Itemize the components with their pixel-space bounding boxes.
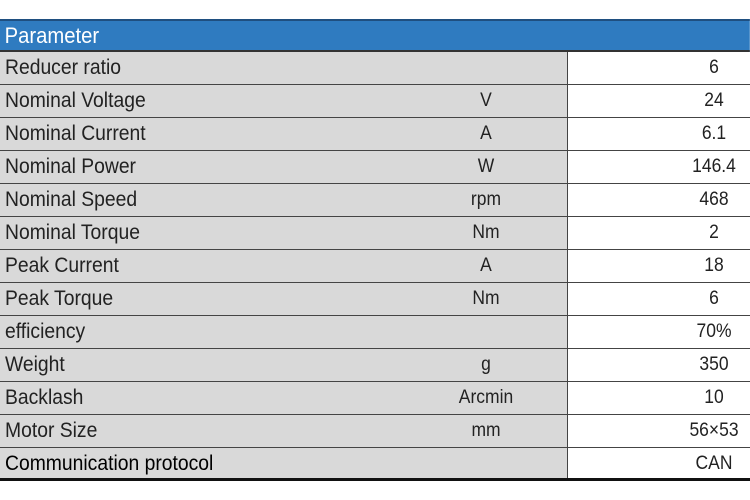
parameter-cell: Peak Torque Nm	[0, 283, 568, 315]
table-row: Nominal Speed rpm 468	[0, 184, 750, 217]
table-row: Nominal Power W 146.4	[0, 151, 750, 184]
parameter-value: 24	[704, 90, 724, 111]
value-cell: CAN	[568, 448, 750, 478]
parameter-cell: Backlash Arcmin	[0, 382, 568, 414]
value-cell: 146.4	[568, 151, 750, 183]
table-row: Motor Size mm 56×53	[0, 415, 750, 448]
parameter-unit: W	[477, 156, 495, 177]
table-row: Nominal Current A 6.1	[0, 118, 750, 151]
parameter-value: 18	[704, 255, 724, 276]
value-cell: 6	[568, 52, 750, 84]
parameter-unit: mm	[471, 420, 501, 441]
table-header: Parameter	[0, 19, 750, 52]
parameter-unit: rpm	[470, 189, 502, 210]
parameter-name: Communication protocol	[5, 452, 214, 475]
parameter-value: CAN	[695, 453, 733, 474]
table-row: Weight g 350	[0, 349, 750, 382]
table-row: Reducer ratio 6	[0, 52, 750, 85]
parameter-cell: Nominal Current A	[0, 118, 568, 150]
parameter-unit: g	[481, 354, 491, 375]
table-row: Peak Current A 18	[0, 250, 750, 283]
value-cell: 6.1	[568, 118, 750, 150]
value-cell: 70%	[568, 316, 750, 348]
parameter-unit: Arcmin	[458, 387, 514, 408]
parameter-value: 6.1	[701, 123, 727, 144]
parameter-name: Peak Current	[5, 254, 119, 277]
parameter-value: 10	[704, 387, 724, 408]
parameter-value: 350	[699, 354, 729, 375]
table-row: Backlash Arcmin 10	[0, 382, 750, 415]
parameter-value: 56×53	[689, 420, 739, 441]
table-row: efficiency 70%	[0, 316, 750, 349]
parameter-cell: Nominal Power W	[0, 151, 568, 183]
table-row: Peak Torque Nm 6	[0, 283, 750, 316]
parameter-name: Nominal Current	[5, 122, 146, 145]
parameter-unit: Nm	[472, 288, 500, 309]
value-cell: 56×53	[568, 415, 750, 447]
parameter-value: 6	[709, 57, 719, 78]
parameter-cell: Communication protocol	[0, 448, 568, 478]
parameter-cell: Weight g	[0, 349, 568, 381]
parameter-name: Weight	[5, 353, 65, 376]
parameter-cell: Motor Size mm	[0, 415, 568, 447]
parameter-cell: Nominal Speed rpm	[0, 184, 568, 216]
parameter-name: Peak Torque	[5, 287, 114, 310]
parameter-unit: Nm	[472, 222, 500, 243]
parameter-value: 146.4	[692, 156, 736, 177]
parameter-cell: Nominal Voltage V	[0, 85, 568, 117]
parameter-name: Backlash	[5, 386, 84, 409]
parameter-value: 2	[709, 222, 719, 243]
parameter-name: Nominal Torque	[5, 221, 140, 244]
parameter-unit: A	[480, 123, 492, 144]
parameter-unit: V	[480, 90, 492, 111]
value-cell: 468	[568, 184, 750, 216]
parameter-name: Reducer ratio	[5, 56, 121, 79]
parameter-name: efficiency	[5, 320, 86, 343]
parameter-cell: Reducer ratio	[0, 52, 568, 84]
table-row: Communication protocol CAN	[0, 448, 750, 481]
table-row: Nominal Voltage V 24	[0, 85, 750, 118]
parameter-cell: Nominal Torque Nm	[0, 217, 568, 249]
parameter-name: Nominal Speed	[5, 188, 138, 211]
value-cell: 24	[568, 85, 750, 117]
parameter-name: Nominal Power	[5, 155, 136, 178]
parameter-table: Parameter Reducer ratio 6 Nominal Voltag…	[0, 19, 750, 481]
value-cell: 18	[568, 250, 750, 282]
parameter-value: 468	[699, 189, 729, 210]
parameter-name: Nominal Voltage	[5, 89, 146, 112]
parameter-cell: Peak Current A	[0, 250, 568, 282]
parameter-name: Motor Size	[5, 419, 98, 442]
parameter-value: 6	[709, 288, 719, 309]
value-cell: 10	[568, 382, 750, 414]
value-cell: 350	[568, 349, 750, 381]
parameter-unit: A	[480, 255, 492, 276]
value-cell: 6	[568, 283, 750, 315]
parameter-cell: efficiency	[0, 316, 568, 348]
table-row: Nominal Torque Nm 2	[0, 217, 750, 250]
value-cell: 2	[568, 217, 750, 249]
parameter-value: 70%	[696, 321, 732, 342]
